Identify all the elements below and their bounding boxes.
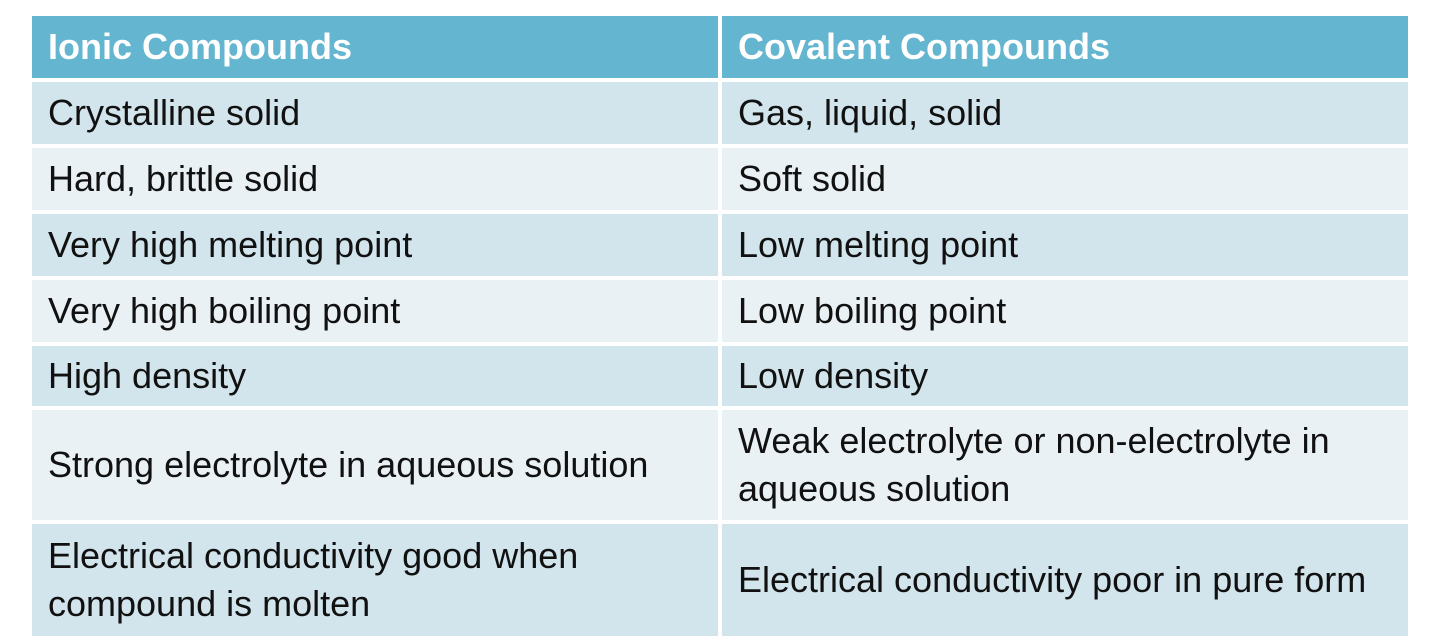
header-cell: Covalent Compounds (722, 16, 1408, 78)
table-cell: Low density (722, 346, 1408, 406)
header-cell: Ionic Compounds (32, 16, 718, 78)
table-cell: High density (32, 346, 718, 406)
table-cell: Low boiling point (722, 280, 1408, 342)
table-cell: Crystalline solid (32, 82, 718, 144)
table-cell: Electrical conductivity poor in pure for… (722, 524, 1408, 636)
table-cell: Soft solid (722, 148, 1408, 210)
table-cell: Very high boiling point (32, 280, 718, 342)
comparison-table: Ionic Compounds Covalent Compounds Crystal… (32, 16, 1408, 636)
table-cell: Weak electrolyte or non-electrolyte in a… (722, 410, 1408, 520)
table-cell: Electrical conductivity good when compou… (32, 524, 718, 636)
table-cell: Gas, liquid, solid (722, 82, 1408, 144)
table-cell: Low melting point (722, 214, 1408, 276)
table-cell: Hard, brittle solid (32, 148, 718, 210)
table-cell: Strong electrolyte in aqueous solution (32, 410, 718, 520)
table-cell: Very high melting point (32, 214, 718, 276)
